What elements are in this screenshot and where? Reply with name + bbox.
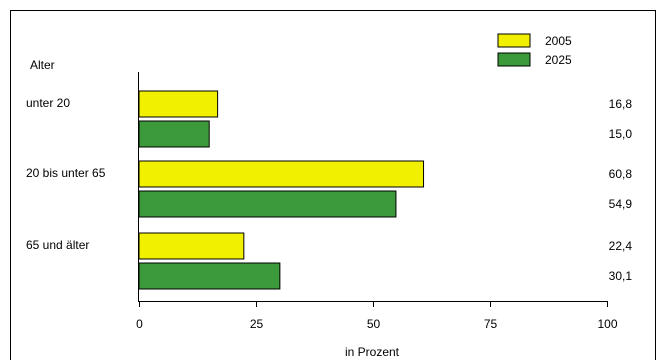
x-axis-title: in Prozent xyxy=(345,345,400,359)
legend-label: 2025 xyxy=(545,53,572,67)
x-tick-label: 50 xyxy=(367,317,381,331)
data-label: 16,8 xyxy=(609,97,633,111)
data-label: 30,1 xyxy=(609,269,633,283)
bar-2025 xyxy=(138,190,397,218)
legend-swatch xyxy=(497,52,531,67)
bar-2005 xyxy=(138,90,219,118)
data-label: 60,8 xyxy=(609,167,633,181)
chart-frame xyxy=(10,10,656,360)
category-label: 20 bis unter 65 xyxy=(26,166,106,180)
category-label: unter 20 xyxy=(26,96,70,110)
data-label: 15,0 xyxy=(609,127,633,141)
x-tick-label: 25 xyxy=(250,317,264,331)
bar-2005 xyxy=(138,232,245,260)
bar-2005 xyxy=(138,160,425,188)
bar-2025 xyxy=(138,120,210,148)
legend-swatch xyxy=(497,33,531,48)
legend-label: 2005 xyxy=(545,34,572,48)
data-label: 54,9 xyxy=(609,197,633,211)
bar-2025 xyxy=(138,262,281,290)
x-tick-label: 75 xyxy=(484,317,498,331)
y-axis-title: Alter xyxy=(30,58,55,72)
data-label: 22,4 xyxy=(609,239,633,253)
x-tick-label: 0 xyxy=(136,317,143,331)
x-tick-label: 100 xyxy=(597,317,617,331)
category-label: 65 und älter xyxy=(26,238,89,252)
